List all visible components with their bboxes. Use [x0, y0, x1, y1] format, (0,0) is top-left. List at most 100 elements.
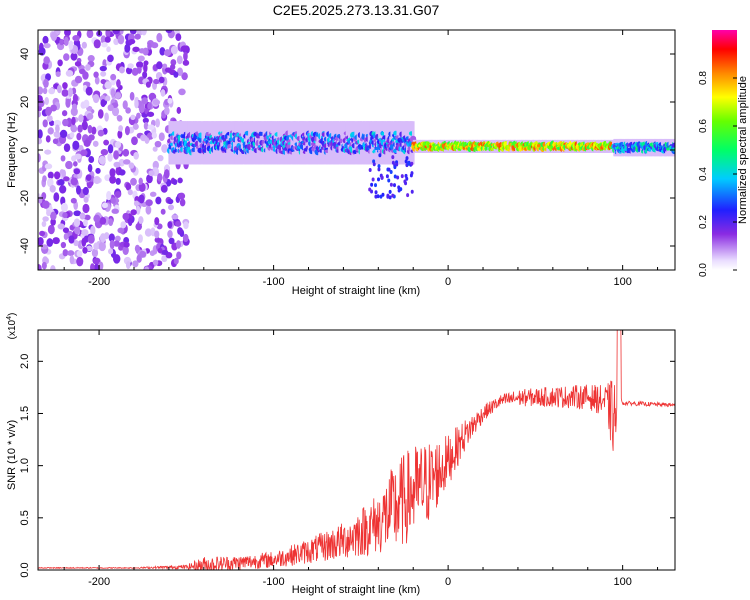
spectrogram-cell [374, 183, 378, 188]
spectrogram-noise-cell [167, 230, 173, 239]
spectrogram-noise-cell [136, 66, 142, 74]
spectrogram-cell [372, 162, 376, 167]
spectrogram-noise-cell [129, 91, 135, 101]
snr-ytick-label: 1.0 [19, 458, 31, 473]
spectrogram-noise-cell [71, 125, 78, 133]
spectrogram-noise-cell [63, 143, 71, 152]
spectrogram-noise-cell [124, 125, 130, 136]
snr-x-label: Height of straight line (km) [292, 584, 420, 596]
spectrogram-cell [377, 167, 381, 172]
spectrogram-halo-cell [296, 121, 300, 165]
spectrogram-noise-cell [153, 78, 160, 85]
spectrogram-noise-cell [73, 218, 81, 228]
spectrogram-noise-cell [164, 67, 173, 73]
spectrogram-noise-cell [83, 196, 89, 203]
spectrogram-noise-cell [86, 112, 94, 120]
spectrogram-noise-cell [161, 144, 168, 153]
spectrogram-noise-cell [152, 146, 158, 152]
spectrogram-noise-cell [161, 255, 168, 263]
spectrogram-noise-cell [114, 92, 122, 99]
spectrogram-noise-cell [38, 86, 44, 95]
spectrogram-noise-cell [38, 264, 42, 270]
spectrogram-noise-cell [168, 237, 175, 245]
snr-panel: -200 -100 0 100 0.0 0.5 1.0 1.5 2.0 Height of s… [6, 313, 676, 596]
spectrogram-noise-cell [144, 137, 150, 144]
snr-xtick-label: 100 [613, 576, 631, 588]
spectrogram-noise-cell [44, 163, 53, 170]
spectrogram-noise-cell [56, 84, 62, 94]
spectrogram-noise-cell [48, 87, 56, 95]
spectrogram-cell [380, 175, 384, 180]
spectrogram-noise-cell [134, 33, 141, 40]
snr-series-line [38, 330, 675, 570]
spectrogram-noise-cell [73, 239, 79, 247]
spectrogram-noise-cell [179, 198, 186, 207]
spectrogram-cell [378, 153, 382, 158]
spectrogram-noise-cell [133, 151, 139, 160]
spectrogram-noise-cell [109, 168, 116, 178]
spectrogram-noise-cell [68, 40, 74, 51]
spectrogram-noise-cell [63, 176, 70, 182]
spectrogram-noise-cell [70, 52, 78, 61]
spectrogram-halo-cell [236, 121, 240, 165]
spectrogram-cell [396, 175, 400, 180]
spectrogram-noise-cell [123, 159, 131, 165]
spectrogram-noise-cell [46, 238, 54, 247]
spectrogram-noise-cell [132, 260, 139, 268]
spectrogram-noise-cell [59, 185, 67, 194]
spectrogram-noise-cell [71, 103, 78, 111]
spectrogram-noise-cell [92, 257, 101, 265]
spectrogram-noise-cell [83, 214, 91, 221]
spectrogram-noise-cell [48, 120, 55, 127]
spectrogram-noise-cell [130, 177, 137, 186]
spectrogram-noise-cell [143, 122, 149, 130]
spectrogram-noise-cell [146, 174, 153, 184]
colorbar-gradient [712, 30, 737, 270]
spectrogram-noise-cell [127, 217, 133, 227]
spectrogram-noise-cell [113, 150, 119, 160]
spectrogram-noise-cell [57, 179, 65, 186]
spectrogram-noise-cell [57, 59, 63, 67]
spectrogram-noise-cell [74, 61, 82, 67]
spectrogram-ytick-label: 0 [19, 147, 31, 153]
spectrogram-noise-cell [50, 31, 58, 42]
snr-multiplier-close: ) [7, 313, 18, 316]
spectrogram-noise-cell [127, 189, 133, 196]
spectrogram-noise-cell [42, 175, 47, 183]
spectrogram-noise-cell [82, 186, 89, 196]
spectrogram-noise-cell [76, 256, 84, 267]
spectrogram-noise-cell [160, 184, 168, 193]
spectrogram-noise-cell [61, 89, 69, 97]
spectrogram-noise-cell [138, 194, 145, 204]
spectrogram-noise-cell [85, 174, 92, 181]
spectrogram-noise-cell [137, 234, 143, 243]
spectrogram-noise-cell [38, 110, 42, 118]
spectrogram-noise-cell [127, 63, 134, 69]
spectrogram-noise-cell [138, 177, 143, 185]
spectrogram-cell [377, 164, 381, 169]
spectrogram-noise-cell [38, 137, 43, 145]
spectrogram-noise-cell [108, 218, 114, 227]
spectrogram-noise-cell [175, 220, 182, 227]
spectrogram-noise-cell [116, 79, 121, 88]
spectrogram-halo-cell [199, 121, 202, 165]
spectrogram-noise-cell [175, 240, 181, 249]
spectrogram-noise-cell [43, 78, 49, 88]
spectrogram-noise-cell [111, 208, 119, 214]
spectrogram-noise-cell [87, 124, 93, 134]
spectrogram-noise-cell [62, 249, 69, 257]
spectrogram-noise-cell [38, 196, 43, 204]
spectrogram-noise-cell [143, 60, 149, 66]
spectrogram-noise-cell [90, 263, 95, 270]
spectrogram-noise-cell [142, 71, 148, 79]
spectrogram-noise-cell [173, 257, 179, 265]
spectrogram-noise-cell [50, 104, 57, 112]
spectrogram-noise-cell [152, 259, 159, 266]
spectrogram-noise-cell [93, 214, 101, 223]
spectrogram-y-axis: -40 -20 0 20 40 [19, 48, 675, 254]
spectrogram-noise-cell [77, 124, 83, 133]
spectrogram-noise-cell [149, 191, 157, 197]
spectrogram-noise-cell [162, 63, 168, 69]
